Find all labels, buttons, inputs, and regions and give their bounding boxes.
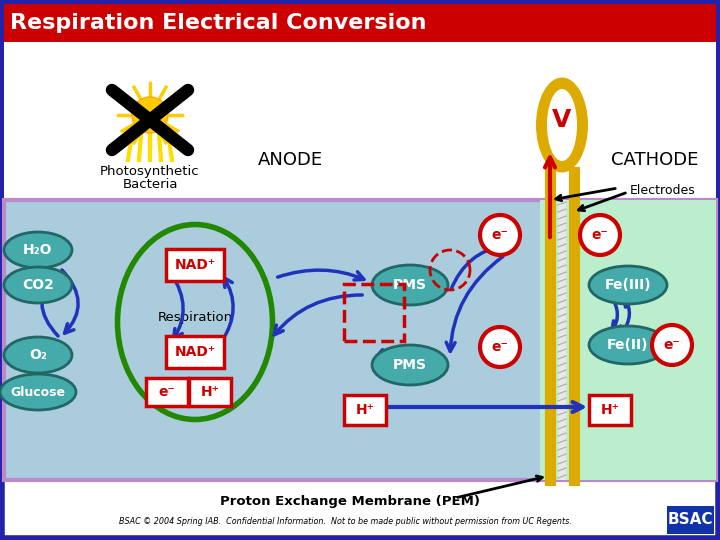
Text: H⁺: H⁺ — [600, 403, 619, 417]
Bar — [4, 4, 716, 42]
Ellipse shape — [589, 266, 667, 304]
Text: Glucose: Glucose — [11, 386, 66, 399]
Text: Electrodes: Electrodes — [630, 184, 696, 197]
Ellipse shape — [536, 78, 588, 172]
FancyBboxPatch shape — [344, 395, 386, 425]
FancyBboxPatch shape — [166, 249, 224, 281]
Text: Fe(III): Fe(III) — [605, 278, 652, 292]
Text: Photosynthetic: Photosynthetic — [100, 165, 200, 179]
Ellipse shape — [547, 89, 577, 161]
Bar — [4, 42, 716, 200]
Text: CO2: CO2 — [22, 278, 54, 292]
Ellipse shape — [4, 337, 72, 373]
Text: NAD⁺: NAD⁺ — [174, 258, 215, 272]
Text: PMS: PMS — [393, 278, 427, 292]
Ellipse shape — [372, 265, 448, 305]
Text: e⁻: e⁻ — [492, 340, 508, 354]
Text: e⁻: e⁻ — [664, 338, 680, 352]
FancyBboxPatch shape — [189, 378, 231, 406]
Text: NAD⁺: NAD⁺ — [174, 345, 215, 359]
Text: H⁺: H⁺ — [201, 385, 220, 399]
FancyBboxPatch shape — [166, 336, 224, 368]
Text: BSAC © 2004 Spring IAB.  Confidential Information.  Not to be made public withou: BSAC © 2004 Spring IAB. Confidential Inf… — [119, 517, 572, 526]
Text: CATHODE: CATHODE — [611, 151, 698, 169]
Text: H₂O: H₂O — [23, 243, 53, 257]
Text: Bacteria: Bacteria — [122, 178, 178, 191]
Text: H⁺: H⁺ — [356, 403, 374, 417]
Ellipse shape — [4, 267, 72, 303]
Text: Respiration: Respiration — [158, 312, 233, 325]
Circle shape — [132, 97, 168, 133]
Bar — [667, 506, 714, 534]
Bar — [558, 200, 566, 480]
Text: Fe(II): Fe(II) — [607, 338, 649, 352]
Text: Proton Exchange Membrane (PEM): Proton Exchange Membrane (PEM) — [220, 496, 480, 509]
Ellipse shape — [589, 326, 667, 364]
Text: e⁻: e⁻ — [158, 385, 176, 399]
Bar — [4, 200, 716, 480]
Ellipse shape — [372, 345, 448, 385]
Circle shape — [652, 325, 692, 365]
Text: Respiration Electrical Conversion: Respiration Electrical Conversion — [10, 13, 426, 33]
Circle shape — [580, 215, 620, 255]
Text: V: V — [552, 108, 572, 132]
Text: e⁻: e⁻ — [492, 228, 508, 242]
Ellipse shape — [0, 374, 76, 410]
Text: BSAC: BSAC — [667, 512, 713, 528]
FancyBboxPatch shape — [589, 395, 631, 425]
Circle shape — [480, 215, 520, 255]
Text: PMS: PMS — [393, 358, 427, 372]
Text: e⁻: e⁻ — [592, 228, 608, 242]
Text: ANODE: ANODE — [258, 151, 323, 169]
Text: O₂: O₂ — [29, 348, 47, 362]
Ellipse shape — [4, 232, 72, 268]
FancyBboxPatch shape — [146, 378, 188, 406]
Bar — [540, 200, 716, 480]
Circle shape — [480, 327, 520, 367]
